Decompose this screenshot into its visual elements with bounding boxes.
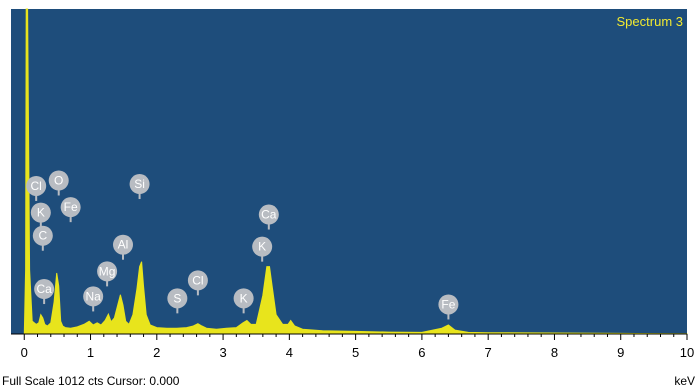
marker-badge [30, 202, 51, 223]
spectrum-layer [23, 8, 688, 335]
marker-label: Cl [192, 273, 203, 287]
status-unit: keV [674, 374, 695, 388]
x-tick-label: 2 [153, 345, 160, 360]
marker-badge [34, 279, 55, 300]
marker-badge [258, 204, 279, 225]
element-marker-k[interactable]: K [252, 236, 273, 262]
status-full-scale: Full Scale 1012 cts Cursor: 0.000 [2, 374, 180, 388]
x-tick-label: 5 [352, 345, 359, 360]
element-marker-s[interactable]: S [167, 288, 188, 314]
x-axis-ticks: 0 1 2 3 4 5 6 7 8 9 10 [21, 334, 694, 360]
marker-badge [60, 197, 81, 218]
element-marker-o[interactable]: O [48, 170, 69, 196]
element-marker-fe[interactable]: Fe [438, 294, 459, 320]
x-tick-label: 8 [551, 345, 558, 360]
x-tick-label: 7 [485, 345, 492, 360]
marker-badge [97, 261, 118, 282]
x-tick-label: 9 [617, 345, 624, 360]
element-marker-al[interactable]: Al [113, 234, 134, 260]
marker-label: Cl [31, 179, 42, 193]
element-marker-c[interactable]: C [32, 225, 53, 251]
marker-label: Ca [36, 282, 52, 296]
element-marker-ca[interactable]: Ca [34, 279, 55, 305]
marker-badge [83, 286, 104, 307]
element-marker-ca[interactable]: Ca [258, 204, 279, 230]
x-tick-label: 6 [418, 345, 425, 360]
marker-label: Na [86, 289, 102, 303]
marker-label: K [258, 240, 266, 254]
spectrum-series-0 [23, 8, 688, 335]
marker-badge [233, 288, 254, 309]
marker-badge [113, 234, 134, 255]
marker-badge [187, 270, 208, 291]
marker-label: Mg [99, 264, 116, 278]
x-tick-label: 1 [87, 345, 94, 360]
plot-background [11, 9, 687, 334]
marker-label: Ca [261, 208, 277, 222]
marker-badge [48, 170, 69, 191]
marker-badge [32, 225, 53, 246]
element-marker-fe[interactable]: Fe [60, 197, 81, 223]
element-marker-si[interactable]: Si [129, 174, 150, 200]
x-tick-label: 0 [21, 345, 28, 360]
marker-badge [129, 174, 150, 195]
marker-badge [438, 294, 459, 315]
x-tick-label: 10 [680, 345, 694, 360]
marker-badge [26, 175, 47, 196]
marker-label: K [240, 291, 248, 305]
marker-label: O [54, 173, 63, 187]
spectrum-label: Spectrum 3 [617, 14, 683, 29]
marker-label: Fe [64, 200, 78, 214]
marker-label: S [173, 291, 181, 305]
marker-label: Si [134, 177, 145, 191]
element-marker-mg[interactable]: Mg [97, 261, 118, 287]
marker-label: C [38, 229, 47, 243]
x-tick-label: 4 [286, 345, 293, 360]
element-marker-na[interactable]: Na [83, 286, 104, 312]
element-marker-k[interactable]: K [233, 288, 254, 314]
marker-badge [252, 236, 273, 257]
element-marker-cl[interactable]: Cl [187, 270, 208, 296]
element-marker-cl[interactable]: Cl [26, 175, 47, 201]
marker-badge [167, 288, 188, 309]
marker-label: Al [118, 238, 129, 252]
marker-label: Fe [441, 297, 455, 311]
marker-label: K [37, 206, 45, 220]
x-tick-label: 3 [219, 345, 226, 360]
